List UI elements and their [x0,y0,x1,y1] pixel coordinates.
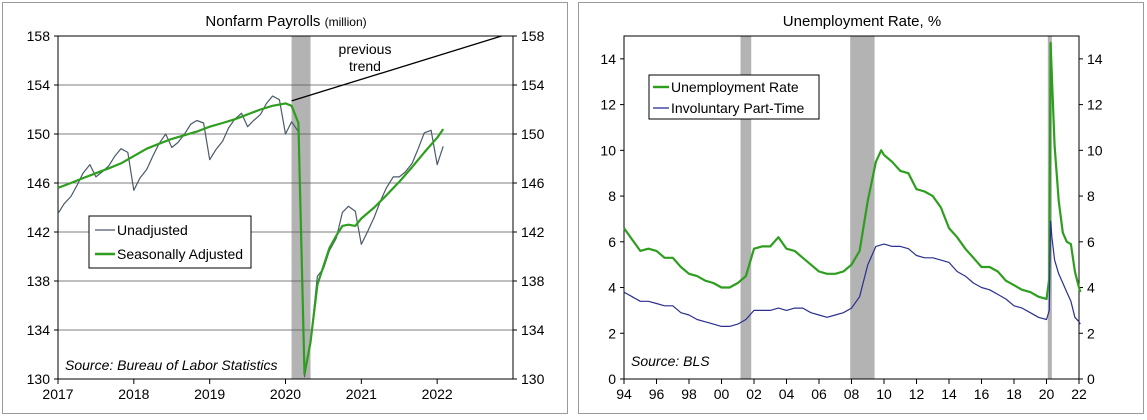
y-tick-label-right: 14 [1087,51,1103,67]
x-tick-label: 06 [811,386,827,402]
series-line-unadjusted [57,95,444,378]
y-tick-label-right: 6 [1087,234,1095,250]
y-tick-label-left: 12 [600,97,616,113]
x-tick-label: 04 [779,386,795,402]
y-tick-label-left: 4 [608,280,616,296]
x-tick-label: 2017 [42,386,73,402]
x-tick-label: 16 [974,386,990,402]
x-tick-label: 94 [616,386,632,402]
chart-title: Unemployment Rate, % [783,13,941,30]
y-tick-label-left: 138 [27,273,51,289]
x-tick-label: 2022 [422,386,453,402]
y-tick-label-left: 134 [27,322,51,338]
y-tick-label-left: 2 [608,325,616,341]
series-line-previous-trend [291,35,502,102]
x-tick-label: 08 [844,386,860,402]
y-tick-label-left: 8 [608,188,616,204]
legend-label-seasonally-adjusted: Seasonally Adjusted [117,246,243,262]
y-tick-label-right: 134 [521,322,545,338]
y-tick-label-left: 150 [27,126,51,142]
series-line-involuntary-part-time [623,220,1081,327]
source-note: Source: Bureau of Labor Statistics [65,357,277,373]
y-tick-label-left: 0 [608,371,616,387]
recession-shading [850,36,875,379]
y-tick-label-right: 130 [521,371,545,387]
annotation-trend: trend [349,58,381,74]
y-tick-label-left: 14 [600,51,616,67]
y-tick-label-left: 146 [27,175,51,191]
legend-label-unadjusted: Unadjusted [117,222,188,238]
y-tick-label-right: 2 [1087,325,1095,341]
y-tick-label-left: 142 [27,224,51,240]
x-tick-label: 00 [714,386,730,402]
payrolls-chart-panel: Nonfarm Payrolls (million) 130 130 134 134 1… [2,2,568,414]
x-tick-label: 2018 [118,386,149,402]
source-note: Source: BLS [631,353,710,369]
x-tick-label: 2021 [346,386,377,402]
x-tick-label: 18 [1006,386,1022,402]
y-tick-label-right: 4 [1087,280,1095,296]
y-tick-label-left: 130 [27,371,51,387]
y-tick-label-right: 10 [1087,142,1103,158]
legend-label-involuntary-part-time: Involuntary Part-Time [671,100,805,116]
y-tick-label-right: 146 [521,175,545,191]
legend: Unemployment Rate Involuntary Part-Time [648,74,820,120]
y-tick-label-right: 142 [521,224,545,240]
y-tick-label-right: 150 [521,126,545,142]
legend: Unadjusted Seasonally Adjusted [88,215,252,269]
y-tick-label-left: 10 [600,142,616,158]
y-tick-label-left: 158 [27,28,51,44]
plot-frame [57,35,514,380]
y-tick-label-right: 8 [1087,188,1095,204]
y-tick-label-right: 158 [521,28,545,44]
y-tick-label-right: 0 [1087,371,1095,387]
x-tick-label: 96 [649,386,665,402]
series-line-unemployment-rate [623,41,1082,301]
unemployment-chart-panel: Unemployment Rate, % 0 0 2 2 4 4 6 6 8 8 10 10 12 12 1… [578,2,1144,414]
chart-title: Nonfarm Payrolls (million) [205,13,366,30]
y-tick-label-right: 154 [521,77,545,93]
recession-shading [740,36,752,379]
payrolls-chart: Nonfarm Payrolls (million) 130 130 134 134 1… [27,13,545,402]
y-tick-label-right: 12 [1087,97,1103,113]
y-tick-label-left: 6 [608,234,616,250]
x-tick-label: 2020 [270,386,301,402]
x-tick-label: 2019 [194,386,225,402]
x-tick-label: 12 [909,386,925,402]
x-tick-label: 20 [1039,386,1055,402]
y-tick-label-right: 138 [521,273,545,289]
annotation-previous: previous [339,41,392,57]
legend-label-unemployment-rate: Unemployment Rate [671,79,799,95]
x-tick-label: 14 [941,386,957,402]
series-line-seasonally-adjusted [57,102,445,376]
x-tick-label: 10 [876,386,892,402]
x-tick-label: 02 [746,386,762,402]
y-tick-label-left: 154 [27,77,51,93]
x-tick-label: 22 [1071,386,1087,402]
x-tick-label: 98 [681,386,697,402]
